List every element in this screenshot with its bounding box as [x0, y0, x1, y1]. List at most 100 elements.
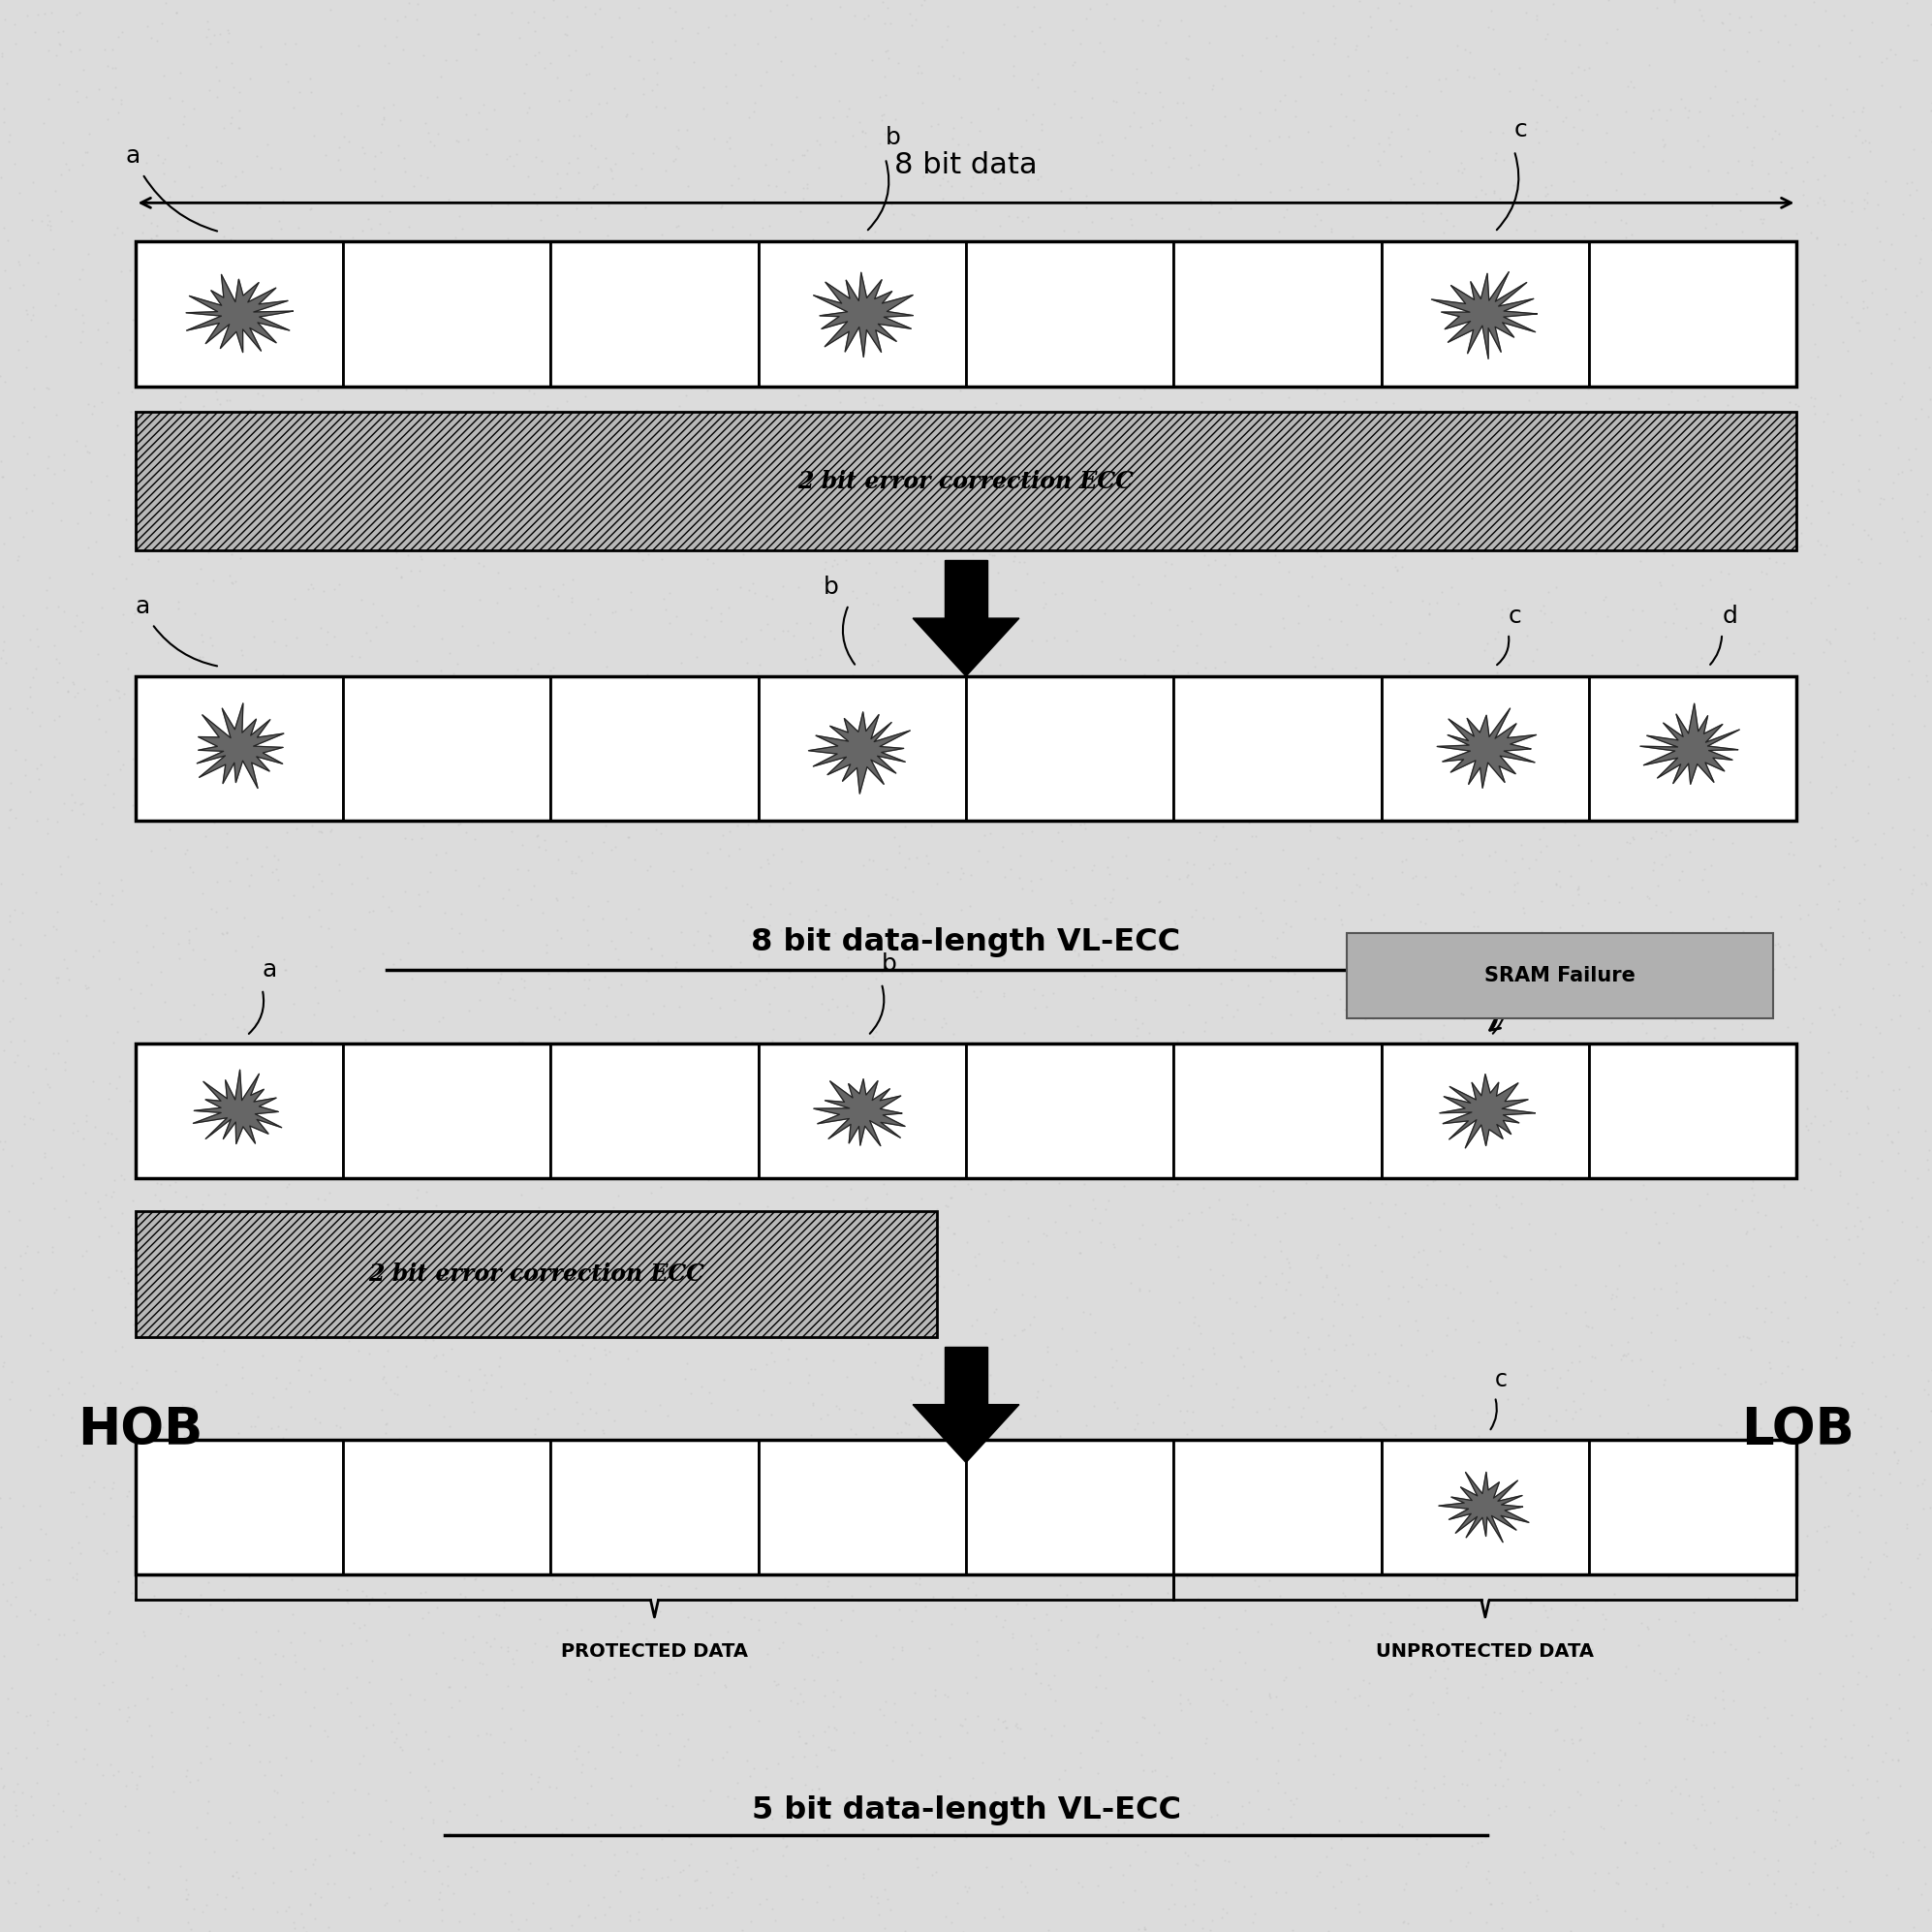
- Point: [1408, 207, 1439, 238]
- Point: [1331, 1849, 1362, 1880]
- Point: [898, 479, 929, 510]
- Text: 5 bit data-length VL-ECC: 5 bit data-length VL-ECC: [752, 1795, 1180, 1826]
- Point: [230, 902, 261, 933]
- Point: [456, 1387, 487, 1418]
- Point: [1196, 440, 1227, 471]
- Point: [1041, 922, 1072, 952]
- Point: [576, 129, 607, 160]
- Point: [460, 1563, 491, 1594]
- Point: [1785, 518, 1816, 549]
- Point: [856, 790, 887, 821]
- Point: [1103, 489, 1134, 520]
- Point: [1903, 1824, 1932, 1855]
- Point: [433, 184, 464, 214]
- Point: [427, 1339, 458, 1370]
- Point: [1225, 280, 1256, 311]
- Point: [412, 118, 442, 149]
- Point: [0, 1003, 27, 1034]
- Point: [966, 458, 997, 489]
- Point: [299, 1903, 330, 1932]
- Point: [1012, 1202, 1043, 1233]
- Point: [968, 1086, 999, 1117]
- Point: [1354, 1667, 1385, 1698]
- Point: [1828, 1683, 1859, 1714]
- Point: [1186, 1352, 1217, 1383]
- Point: [1059, 773, 1090, 804]
- Point: [757, 1014, 788, 1045]
- Point: [956, 170, 987, 201]
- Point: [535, 1474, 566, 1505]
- Point: [386, 562, 417, 593]
- Point: [147, 1412, 178, 1443]
- Point: [1772, 1762, 1803, 1793]
- Point: [1186, 298, 1217, 328]
- Point: [33, 1354, 64, 1385]
- Point: [1007, 1136, 1037, 1167]
- Point: [133, 1847, 164, 1878]
- Point: [50, 952, 81, 983]
- Point: [207, 423, 238, 454]
- Point: [495, 981, 526, 1012]
- Point: [987, 1244, 1018, 1275]
- Point: [730, 661, 761, 692]
- Point: [1503, 699, 1534, 730]
- Point: [1300, 446, 1331, 477]
- Point: [804, 639, 835, 670]
- Point: [1559, 475, 1590, 506]
- Point: [1752, 1702, 1783, 1733]
- Point: [230, 1196, 261, 1227]
- Point: [1712, 156, 1743, 187]
- Point: [1511, 404, 1542, 435]
- Point: [307, 866, 338, 896]
- Point: [1381, 554, 1412, 585]
- Point: [1609, 1650, 1640, 1681]
- Point: [663, 1750, 694, 1781]
- Point: [1542, 514, 1573, 545]
- Point: [665, 512, 696, 543]
- Point: [1837, 1710, 1868, 1741]
- Point: [574, 599, 605, 630]
- Point: [1824, 676, 1855, 707]
- Point: [985, 211, 1016, 242]
- Point: [817, 1144, 848, 1175]
- Point: [1416, 512, 1447, 543]
- Point: [1217, 964, 1248, 995]
- Point: [1395, 1679, 1426, 1710]
- Point: [831, 1781, 862, 1812]
- Point: [968, 1901, 999, 1932]
- Point: [902, 1350, 933, 1381]
- Point: [690, 1855, 721, 1886]
- Point: [817, 734, 848, 765]
- Point: [526, 406, 556, 437]
- Point: [410, 1855, 440, 1886]
- Point: [504, 1148, 535, 1179]
- Point: [1151, 1578, 1182, 1609]
- Point: [46, 1797, 77, 1828]
- Point: [1036, 1051, 1066, 1082]
- Point: [0, 1482, 25, 1513]
- Point: [806, 676, 837, 707]
- Point: [991, 1712, 1022, 1743]
- Polygon shape: [1437, 709, 1536, 788]
- Point: [1032, 1331, 1063, 1362]
- Point: [1801, 224, 1832, 255]
- Point: [1113, 1569, 1144, 1600]
- Point: [1167, 257, 1198, 288]
- Point: [52, 676, 83, 707]
- Point: [983, 93, 1014, 124]
- Point: [172, 270, 203, 301]
- Point: [1808, 189, 1839, 220]
- Point: [1022, 1376, 1053, 1406]
- Point: [970, 819, 1001, 850]
- Point: [696, 1246, 726, 1277]
- Point: [1323, 1741, 1354, 1772]
- Point: [811, 1613, 842, 1644]
- Point: [412, 877, 442, 908]
- Point: [160, 1414, 191, 1445]
- Point: [1565, 1712, 1596, 1743]
- Point: [510, 48, 541, 79]
- Point: [205, 1030, 236, 1061]
- Point: [1080, 1194, 1111, 1225]
- Point: [313, 1868, 344, 1899]
- Point: [1698, 752, 1729, 782]
